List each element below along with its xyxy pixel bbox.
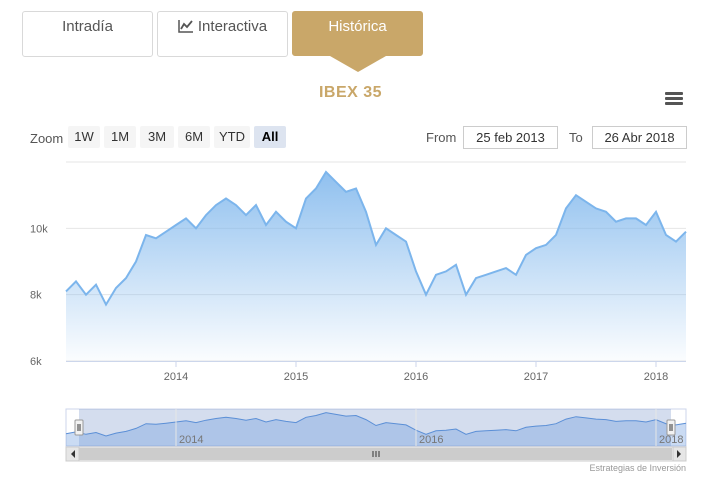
scroll-left-arrow-icon: [71, 450, 75, 458]
tab-historica[interactable]: Histórica: [292, 11, 423, 72]
tab-historica-label: Histórica: [328, 18, 387, 35]
tab-interactiva[interactable]: Interactiva: [157, 11, 288, 57]
navigator-area: [66, 412, 686, 446]
to-date-input[interactable]: [592, 126, 687, 149]
navigator-line: [65, 412, 687, 437]
navigator-label: 2014: [179, 434, 203, 446]
y-tick-label: 8k: [30, 290, 42, 302]
zoom-6m-button[interactable]: 6M: [178, 126, 210, 148]
y-tick-label: 6k: [30, 356, 42, 368]
x-tick-label: 2018: [644, 371, 668, 383]
zoom-3m-button[interactable]: 3M: [140, 126, 174, 148]
zoom-ytd-button[interactable]: YTD: [214, 126, 250, 148]
navigator-frame: [65, 408, 687, 447]
tab-intradia-label: Intradía: [62, 18, 113, 35]
x-tick-label: 2015: [284, 371, 308, 383]
series-area: [66, 172, 686, 361]
to-label: To: [569, 130, 583, 145]
chart-title: IBEX 35: [318, 84, 383, 101]
zoom-1w-button[interactable]: 1W: [68, 126, 100, 148]
series-line: [65, 170, 687, 307]
zoom-label: Zoom: [30, 131, 64, 146]
scroll-right-arrow-icon: [677, 450, 681, 458]
y-tick-label: 10k: [30, 223, 48, 235]
navigator-label: 2016: [419, 434, 443, 446]
navigator-handle: [74, 419, 84, 436]
tab-interactiva-label: Interactiva: [197, 18, 268, 35]
x-tick-label: 2016: [404, 371, 428, 383]
hamburger-menu-icon[interactable]: [665, 92, 683, 106]
line-chart-icon: [178, 20, 193, 33]
navigator-mask: [79, 409, 671, 446]
scrollbar-left-button: [65, 446, 80, 462]
x-tick-label: 2014: [164, 371, 188, 383]
scrollbar-right-button: [672, 446, 687, 462]
from-date-input[interactable]: [463, 126, 558, 149]
zoom-1m-button[interactable]: 1M: [104, 126, 136, 148]
navigator-handle: [666, 419, 676, 436]
credit-text: Estrategias de Inversión: [589, 463, 686, 473]
zoom-all-button[interactable]: All: [254, 126, 286, 148]
navigator-label: 2018: [659, 434, 683, 446]
from-label: From: [426, 130, 457, 145]
scrollbar-thumb: [79, 448, 672, 460]
scrollbar-track: [65, 446, 687, 462]
x-tick-label: 2017: [524, 371, 548, 383]
tab-intradia[interactable]: Intradía: [22, 11, 153, 57]
